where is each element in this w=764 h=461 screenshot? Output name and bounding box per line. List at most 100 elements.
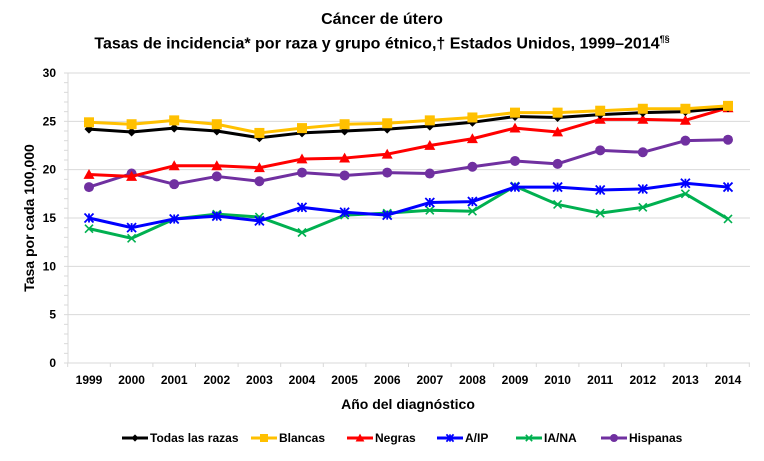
legend-item: Blancas	[251, 431, 325, 445]
marker-asterisk	[637, 183, 648, 195]
marker-asterisk	[509, 181, 521, 193]
x-tick-label: 2012	[629, 373, 656, 387]
marker-asterisk	[680, 178, 691, 189]
legend-item: IA/NA	[516, 431, 577, 445]
chart-subtitle-superscript: ¶§	[659, 34, 670, 44]
marker-circle	[467, 161, 478, 172]
marker-triangle	[211, 160, 223, 171]
marker-asterisk	[339, 207, 350, 218]
legend-label: Negras	[375, 431, 416, 445]
marker-asterisk	[169, 213, 180, 225]
marker-x	[127, 233, 137, 243]
marker-square	[595, 105, 606, 116]
marker-triangle	[509, 122, 521, 133]
marker-triangle	[424, 140, 436, 150]
marker-square	[339, 119, 350, 130]
marker-circle	[552, 158, 563, 169]
marker-x	[425, 205, 435, 215]
marker-circle	[211, 171, 222, 182]
marker-triangle	[126, 170, 138, 181]
marker-asterisk	[445, 433, 455, 443]
x-tick-label: 2014	[715, 373, 742, 387]
marker-asterisk	[552, 181, 563, 193]
legend-item: Negras	[347, 431, 416, 445]
legend-label: A/IP	[465, 431, 488, 445]
marker-x	[680, 189, 690, 199]
marker-square	[260, 434, 268, 442]
series-group	[83, 100, 734, 243]
marker-asterisk	[83, 212, 95, 224]
x-axis-label: Año del diagnóstico	[341, 396, 475, 412]
marker-asterisk	[722, 181, 734, 193]
marker-circle	[84, 182, 94, 193]
y-tick-label: 0	[49, 356, 56, 370]
marker-square	[424, 115, 435, 126]
x-tick-label: 2009	[502, 373, 529, 387]
chart-subtitle-text: Tasas de incidencia* por raza y grupo ét…	[94, 35, 660, 53]
y-tick-label: 30	[43, 66, 57, 80]
marker-x	[723, 214, 733, 224]
gridlines	[68, 72, 750, 316]
marker-asterisk	[595, 184, 606, 196]
series-line	[88, 106, 729, 140]
marker-x	[525, 434, 533, 442]
series-line	[88, 138, 729, 189]
marker-diamond	[169, 123, 179, 133]
x-tick-label: 2011	[587, 373, 613, 387]
x-tick-label: 2008	[459, 373, 486, 387]
chart-title: Cáncer de útero	[321, 11, 443, 28]
y-tick-label: 25	[43, 114, 57, 128]
marker-square	[126, 119, 137, 130]
marker-triangle	[679, 114, 691, 125]
axes	[64, 72, 750, 367]
marker-asterisk	[467, 196, 478, 207]
marker-square	[723, 100, 733, 111]
y-tick-label: 20	[43, 163, 57, 177]
x-tick-label: 1999	[76, 373, 103, 387]
x-tick-labels: 1999 2000 2001 2002 2003 2004 2005 2006 2007 2008…	[76, 373, 742, 387]
legend-item: A/IP	[437, 431, 488, 445]
series-ia-na	[84, 181, 733, 243]
marker-circle	[254, 176, 265, 187]
marker-triangle	[83, 169, 95, 179]
marker-asterisk	[382, 209, 393, 221]
marker-x	[595, 208, 605, 218]
marker-triangle	[253, 162, 265, 173]
x-tick-label: 2010	[544, 373, 571, 387]
marker-asterisk	[126, 222, 137, 233]
marker-diamond	[131, 434, 139, 442]
series-line	[88, 181, 729, 230]
series-blancas	[84, 100, 733, 138]
marker-square	[637, 103, 648, 114]
legend-label: IA/NA	[544, 431, 577, 445]
marker-square	[84, 117, 94, 128]
marker-square	[297, 123, 307, 134]
legend-item: Todas las razas	[122, 431, 239, 445]
marker-circle	[510, 155, 520, 166]
marker-x	[297, 227, 307, 238]
marker-asterisk	[424, 197, 435, 208]
marker-circle	[637, 147, 648, 158]
x-tick-label: 2004	[289, 373, 316, 387]
marker-circle	[424, 168, 435, 179]
legend-label: Blancas	[279, 431, 325, 445]
marker-circle	[680, 135, 691, 146]
marker-x	[638, 202, 648, 212]
marker-triangle	[355, 433, 365, 442]
marker-circle	[595, 145, 606, 156]
legend-label: Hispanas	[629, 431, 683, 445]
marker-x	[467, 206, 477, 216]
series-line	[88, 106, 729, 178]
marker-square	[169, 115, 180, 126]
marker-triangle	[552, 126, 564, 137]
x-tick-label: 2002	[203, 373, 230, 387]
marker-circle	[610, 434, 618, 442]
marker-triangle	[381, 148, 393, 159]
x-tick-label: 2006	[374, 373, 401, 387]
legend: Todas las razas Blancas Negras A/IP IA/NA His…	[122, 431, 683, 445]
marker-square	[254, 127, 265, 138]
x-tick-label: 2005	[331, 373, 358, 387]
marker-square	[382, 118, 393, 129]
marker-triangle	[296, 153, 308, 164]
